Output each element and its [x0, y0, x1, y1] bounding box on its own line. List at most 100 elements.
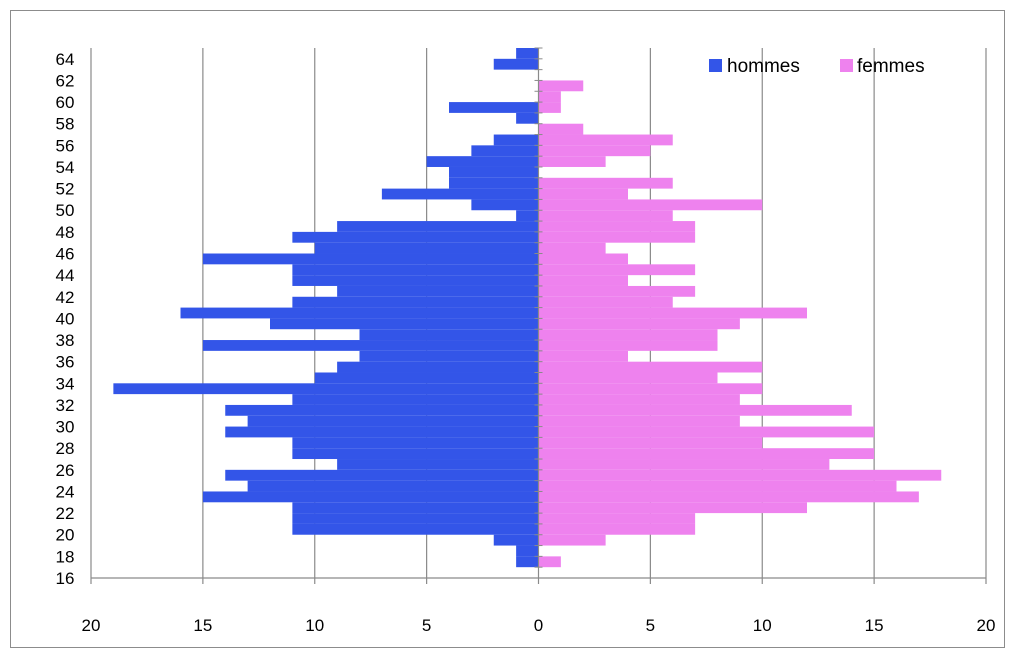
y-tick-label-58: 58: [56, 115, 75, 134]
y-tick-label-30: 30: [56, 418, 75, 437]
bar-femmes-26: [538, 469, 942, 481]
y-tick-label-48: 48: [56, 223, 75, 242]
bar-femmes-41: [538, 307, 807, 319]
y-tick-labels: 16 18 20 22 24 26 28 30 32 34 36 38 40 42 44 46 48 50 52 54…: [56, 50, 75, 588]
bar-hommes-37: [359, 350, 539, 362]
bar-femmes-57: [538, 134, 673, 146]
y-tick-label-16: 16: [56, 569, 75, 588]
hommes-bars: [113, 48, 539, 568]
bar-femmes-20: [538, 534, 606, 546]
x-tick-label-6: 10: [753, 616, 772, 635]
y-tick-label-24: 24: [56, 482, 75, 501]
y-tick-label-18: 18: [56, 547, 75, 566]
bar-hommes-25: [247, 480, 539, 492]
bar-hommes-18: [516, 556, 539, 568]
bar-femmes-28: [538, 448, 875, 460]
y-tick-label-62: 62: [56, 71, 75, 90]
y-tick-label-46: 46: [56, 245, 75, 264]
bar-hommes-30: [225, 426, 539, 438]
bar-hommes-39: [359, 329, 539, 341]
bar-femmes-36: [538, 361, 763, 373]
bar-femmes-46: [538, 253, 628, 265]
y-tick-label-20: 20: [56, 526, 75, 545]
bar-hommes-50: [516, 210, 539, 222]
bar-hommes-52: [381, 188, 539, 200]
bar-hommes-34: [113, 383, 539, 395]
bar-hommes-65: [516, 48, 539, 59]
bar-hommes-24: [202, 491, 539, 503]
bar-hommes-26: [225, 469, 539, 481]
bar-femmes-55: [538, 156, 606, 167]
bar-femmes-42: [538, 296, 673, 308]
bar-hommes-32: [225, 404, 539, 416]
y-tick-label-44: 44: [56, 266, 75, 285]
bar-femmes-51: [538, 199, 763, 211]
bar-femmes-30: [538, 426, 875, 438]
bar-hommes-20: [493, 534, 539, 546]
bar-femmes-23: [538, 502, 807, 514]
bar-hommes-43: [337, 285, 539, 297]
y-tick-label-50: 50: [56, 201, 75, 220]
y-tick-label-40: 40: [56, 309, 75, 328]
bar-femmes-27: [538, 459, 830, 470]
bar-femmes-24: [538, 491, 919, 503]
y-tick-label-34: 34: [56, 374, 75, 393]
bar-femmes-56: [538, 145, 651, 157]
bar-femmes-21: [538, 523, 696, 535]
bar-femmes-52: [538, 188, 628, 200]
x-tick-label-5: 5: [646, 616, 655, 635]
bar-femmes-58: [538, 123, 584, 135]
bar-hommes-40: [270, 318, 539, 330]
y-tick-label-32: 32: [56, 396, 75, 415]
bar-femmes-49: [538, 221, 696, 232]
bar-hommes-35: [314, 372, 539, 384]
bar-femmes-32: [538, 404, 852, 416]
bar-hommes-42: [292, 296, 539, 308]
bar-hommes-47: [314, 242, 539, 254]
bar-hommes-38: [202, 340, 539, 351]
bar-femmes-47: [538, 242, 606, 254]
legend-label-femmes: femmes: [857, 56, 925, 77]
bar-femmes-38: [538, 340, 718, 351]
bar-hommes-56: [471, 145, 539, 157]
y-tick-label-64: 64: [56, 50, 75, 69]
bar-hommes-27: [337, 459, 539, 470]
y-tick-label-60: 60: [56, 93, 75, 112]
bar-femmes-34: [538, 383, 763, 395]
bar-femmes-39: [538, 329, 718, 341]
bar-femmes-50: [538, 210, 673, 222]
chart-frame: 16 18 20 22 24 26 28 30 32 34 36 38 40 42 44 46 48 50 52 54…: [10, 10, 1005, 648]
bar-hommes-46: [202, 253, 539, 265]
legend-label-hommes: hommes: [727, 56, 800, 77]
femmes-bars: [538, 80, 942, 568]
x-tick-label-1: 15: [193, 616, 212, 635]
bar-femmes-29: [538, 437, 763, 449]
axes: [90, 47, 987, 584]
bar-femmes-60: [538, 102, 561, 113]
y-tick-label-22: 22: [56, 504, 75, 523]
bar-hommes-33: [292, 394, 539, 405]
x-tick-label-4: 0: [534, 616, 543, 635]
y-tick-label-52: 52: [56, 180, 75, 199]
legend-swatch-femmes: [840, 59, 853, 72]
y-tick-label-26: 26: [56, 461, 75, 480]
bar-hommes-41: [180, 307, 539, 319]
bar-hommes-21: [292, 523, 539, 535]
bar-hommes-60: [449, 102, 539, 113]
bar-hommes-55: [426, 156, 539, 167]
bar-hommes-57: [493, 134, 539, 146]
bar-hommes-53: [449, 177, 539, 189]
bar-femmes-43: [538, 285, 696, 297]
legend-swatch-hommes: [709, 59, 722, 72]
x-tick-labels: 20 15 10 5 0 5 10 15 20: [82, 616, 996, 635]
population-pyramid-chart: 1618202224262830323436384042444648505254…: [56, 47, 996, 635]
bar-hommes-44: [292, 275, 539, 286]
y-tick-label-38: 38: [56, 331, 75, 350]
bar-hommes-54: [449, 166, 539, 178]
x-tick-label-0: 20: [82, 616, 101, 635]
y-tick-label-28: 28: [56, 439, 75, 458]
bar-hommes-48: [292, 231, 539, 243]
bar-femmes-48: [538, 231, 696, 243]
y-tick-label-56: 56: [56, 136, 75, 155]
bar-femmes-18: [538, 556, 561, 568]
